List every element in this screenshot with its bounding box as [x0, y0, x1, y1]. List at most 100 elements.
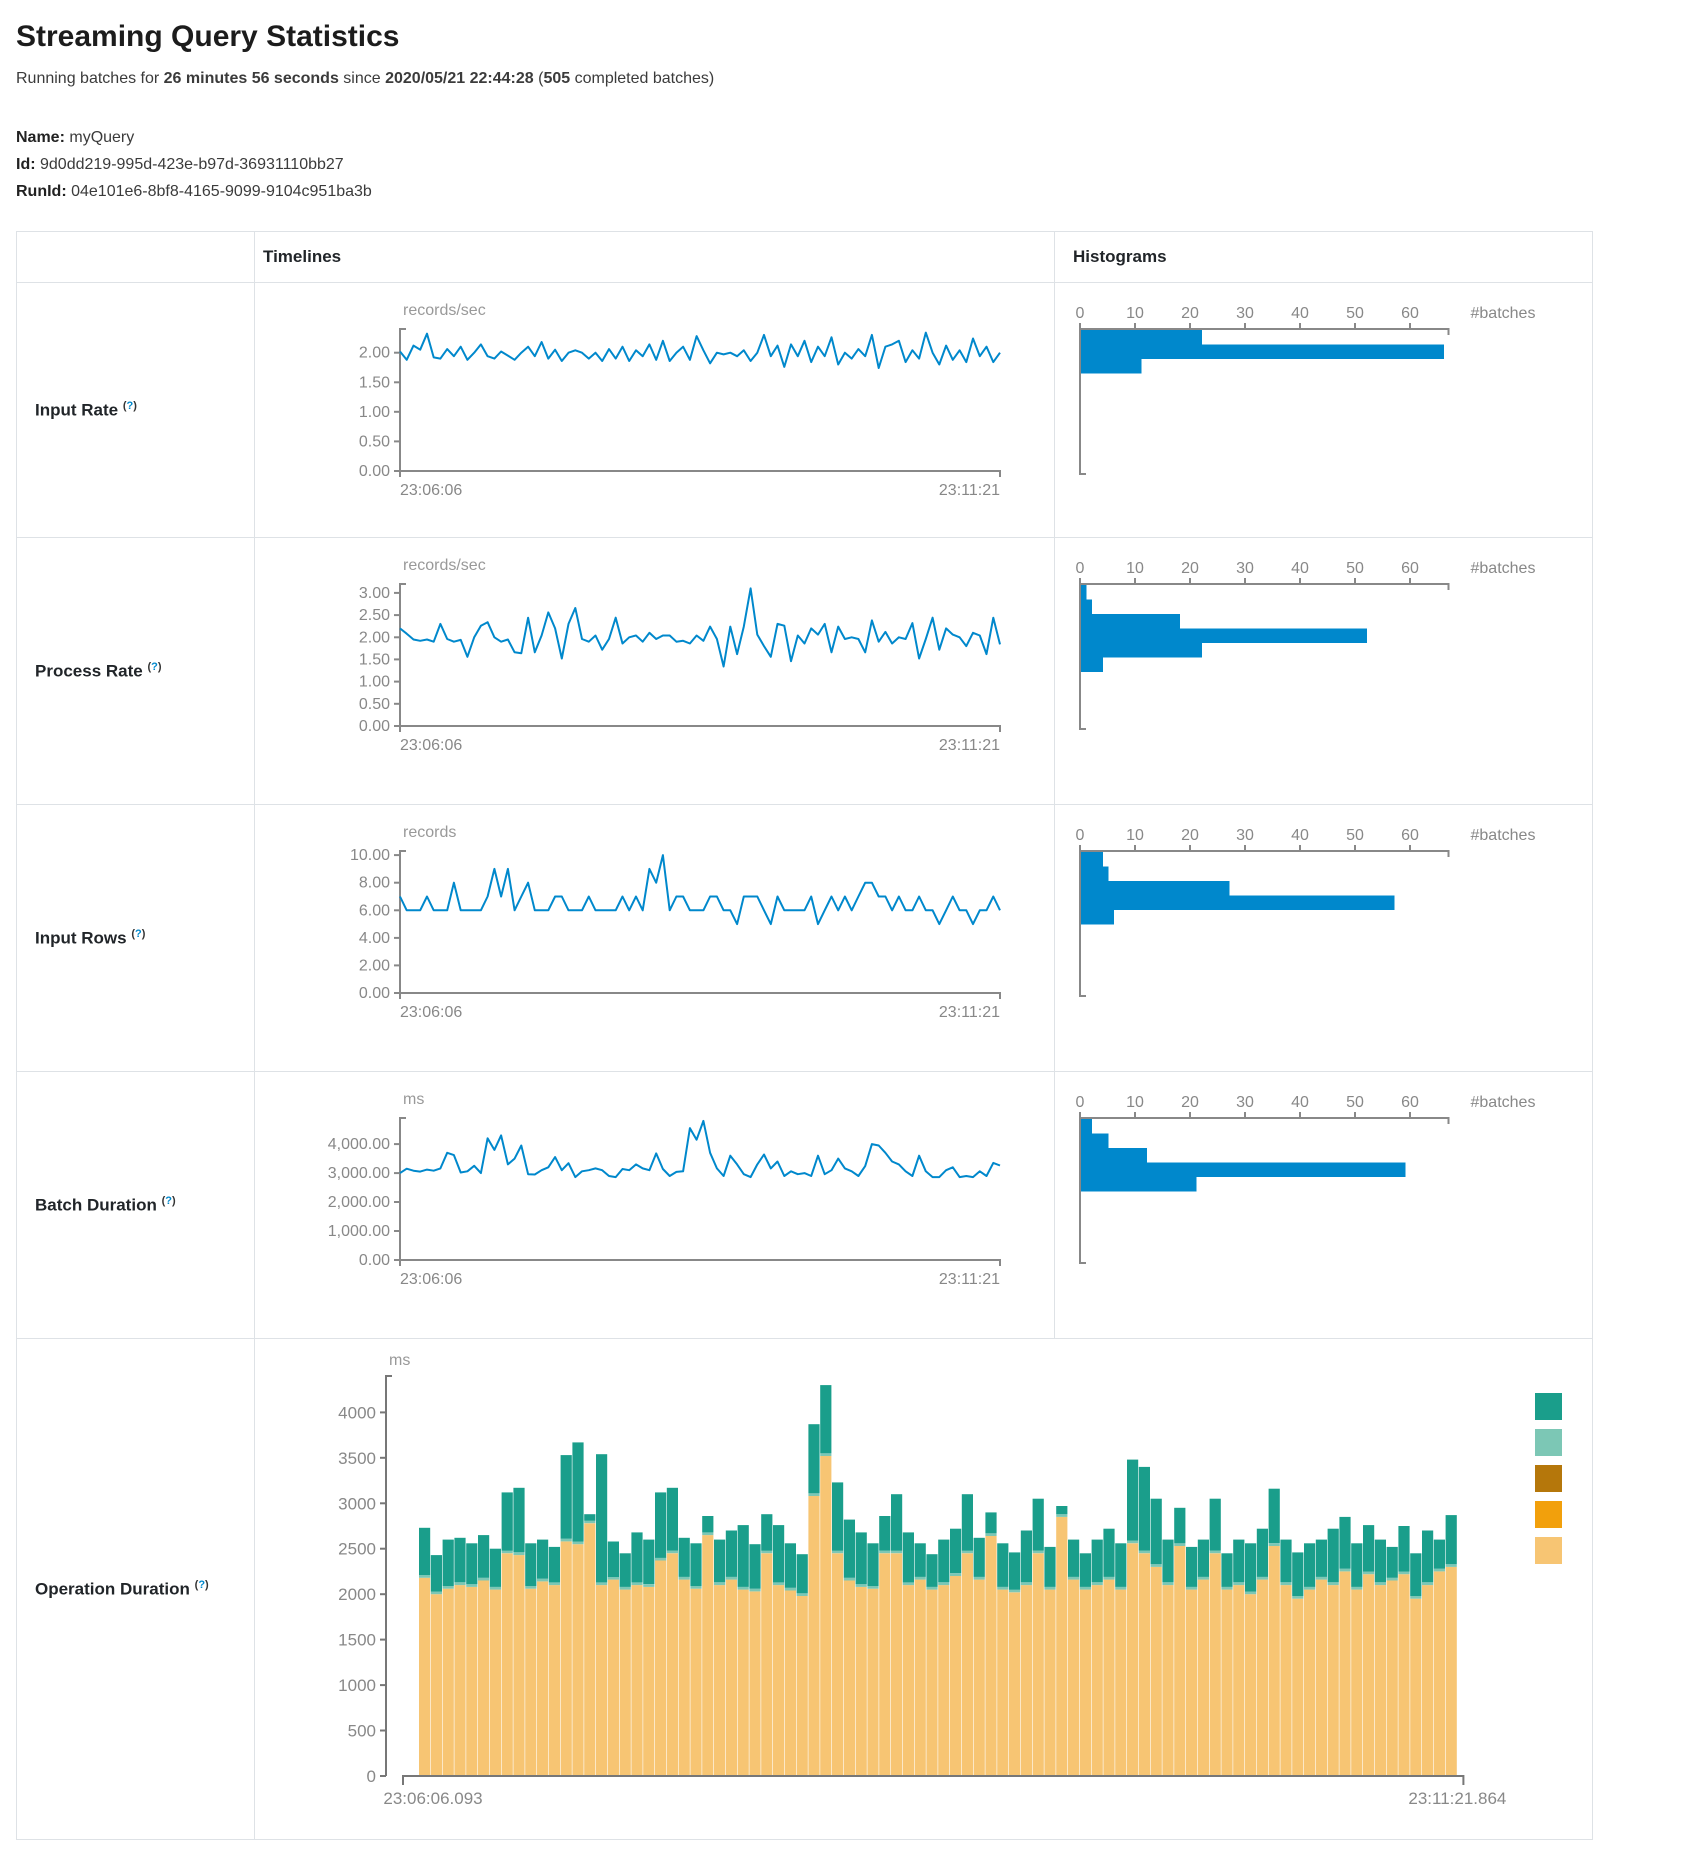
stack-seg-lightteal — [442, 1586, 454, 1589]
stack-seg-lightteal — [560, 1538, 572, 1542]
stack-seg-green — [1327, 1528, 1339, 1583]
stack-seg-lightteal — [1127, 1540, 1139, 1544]
stack-seg-green — [690, 1543, 702, 1586]
stack-seg-lightteal — [1091, 1582, 1103, 1586]
svg-text:10.00: 10.00 — [350, 847, 390, 864]
stack-seg-green — [655, 1492, 667, 1558]
stack-seg-tan — [489, 1589, 501, 1776]
stack-seg-green — [537, 1539, 549, 1579]
stack-seg-green — [1386, 1546, 1398, 1578]
stack-seg-tan — [631, 1585, 643, 1776]
stack-seg-lightteal — [537, 1578, 549, 1582]
hist-bar — [1081, 852, 1103, 867]
x-end-label: 23:11:21 — [939, 482, 1000, 499]
stack-seg-tan — [867, 1588, 879, 1776]
stack-seg-green — [525, 1543, 537, 1586]
stack-seg-lightteal — [1174, 1543, 1186, 1546]
stack-seg-lightteal — [1233, 1582, 1245, 1586]
timeline-svg: records/sec 3.00 2.50 2.00 1.50 1.00 0.50 0.00 2… — [359, 557, 1001, 754]
hist-top-axis — [1080, 328, 1450, 335]
stack-seg-green — [1138, 1466, 1150, 1551]
query-meta: Name: myQuery Id: 9d0dd219-995d-423e-b97… — [16, 124, 1677, 205]
stack-seg-lightteal — [1150, 1564, 1162, 1567]
stack-seg-tan — [843, 1580, 855, 1776]
query-id-line: Id: 9d0dd219-995d-423e-b97d-36931110bb27 — [16, 151, 1677, 178]
stack-seg-tan — [1138, 1553, 1150, 1776]
stack-seg-tan — [1386, 1580, 1398, 1776]
stack-seg-lightteal — [430, 1591, 442, 1595]
query-name-value: myQuery — [69, 129, 135, 146]
stack-seg-tan — [678, 1579, 690, 1776]
stack-seg-lightteal — [1197, 1576, 1209, 1580]
stack-seg-tan — [902, 1585, 914, 1776]
stack-seg-lightteal — [702, 1532, 714, 1536]
stack-seg-tan — [973, 1579, 985, 1776]
stack-seg-tan — [1209, 1553, 1221, 1776]
stack-seg-tan — [1056, 1516, 1068, 1776]
timeline-svg: records 10.00 8.00 6.00 4.00 2.00 0.00 23:06:06… — [350, 824, 1001, 1021]
stack-seg-lightteal — [855, 1584, 867, 1587]
stack-seg-green — [1351, 1543, 1363, 1587]
stack-seg-tan — [737, 1589, 749, 1776]
stack-seg-tan — [832, 1553, 844, 1776]
stack-seg-tan — [1422, 1585, 1434, 1776]
run-summary: Running batches for 26 minutes 56 second… — [16, 70, 1677, 88]
stack-seg-tan — [1091, 1585, 1103, 1776]
svg-text:60: 60 — [1401, 305, 1419, 322]
stack-seg-lightteal — [619, 1586, 631, 1590]
stack-seg-green — [584, 1514, 596, 1521]
hist-bar — [1081, 910, 1114, 925]
column-header-histograms: Histograms — [1054, 231, 1593, 283]
timeline-svg: ms 4,000.00 3,000.00 2,000.00 1,000.00 0.00 23… — [328, 1091, 1001, 1288]
stack-seg-lightteal — [1445, 1564, 1457, 1567]
column-header-empty — [16, 231, 255, 283]
svg-text:1500: 1500 — [338, 1631, 376, 1650]
run-start-time: 2020/05/21 22:44:28 — [385, 70, 534, 87]
help-icon[interactable]: (?) — [122, 399, 137, 412]
stack-seg-tan — [926, 1589, 938, 1776]
stack-seg-green — [501, 1492, 513, 1551]
hist-bar — [1081, 599, 1092, 614]
svg-text:60: 60 — [1401, 827, 1419, 844]
stack-seg-tan — [820, 1456, 832, 1776]
process-rate-histogram-chart: 0 10 20 30 40 50 60 #batches — [1055, 554, 1592, 761]
stack-seg-lightteal — [1410, 1596, 1422, 1599]
input-rate-label: Input Rate — [35, 400, 119, 420]
stack-seg-green — [773, 1525, 785, 1583]
stack-seg-green — [631, 1532, 643, 1583]
stack-seg-lightteal — [1044, 1586, 1056, 1590]
stack-seg-green — [1280, 1539, 1292, 1583]
stack-seg-green — [442, 1539, 454, 1586]
stack-seg-tan — [997, 1589, 1009, 1776]
stack-seg-tan — [1115, 1589, 1127, 1776]
stack-seg-green — [454, 1537, 466, 1583]
help-icon[interactable]: (?) — [131, 927, 146, 940]
hist-bar — [1081, 1119, 1092, 1134]
stack-seg-tan — [1174, 1546, 1186, 1776]
svg-text:40: 40 — [1291, 1094, 1309, 1111]
y-axis — [399, 1117, 406, 1260]
stack-seg-lightteal — [737, 1586, 749, 1590]
legend-swatch-2 — [1535, 1465, 1562, 1492]
process-rate-timeline-chart: records/sec 3.00 2.50 2.00 1.50 1.00 0.50 0.00 2… — [295, 554, 1054, 761]
stack-seg-tan — [1186, 1589, 1198, 1776]
stack-seg-lightteal — [820, 1453, 832, 1456]
stack-seg-green — [560, 1455, 572, 1539]
help-icon[interactable]: (?) — [161, 1194, 176, 1207]
svg-text:2500: 2500 — [338, 1540, 376, 1559]
hist-bar — [1081, 1162, 1406, 1177]
stack-seg-tan — [1103, 1579, 1115, 1776]
stack-seg-lightteal — [631, 1582, 643, 1586]
stack-seg-lightteal — [961, 1550, 973, 1554]
help-icon[interactable]: (?) — [147, 660, 162, 673]
stack-seg-green — [1044, 1546, 1056, 1587]
process-rate-label: Process Rate — [35, 661, 143, 681]
stack-seg-tan — [525, 1588, 537, 1776]
stack-seg-tan — [619, 1589, 631, 1776]
stack-seg-green — [489, 1548, 501, 1587]
stack-seg-green — [1221, 1553, 1233, 1587]
stack-seg-lightteal — [926, 1586, 938, 1590]
histogram-svg: 0 10 20 30 40 50 60 #batches — [1076, 560, 1535, 730]
help-icon[interactable]: (?) — [194, 1578, 209, 1591]
stack-seg-green — [619, 1553, 631, 1587]
